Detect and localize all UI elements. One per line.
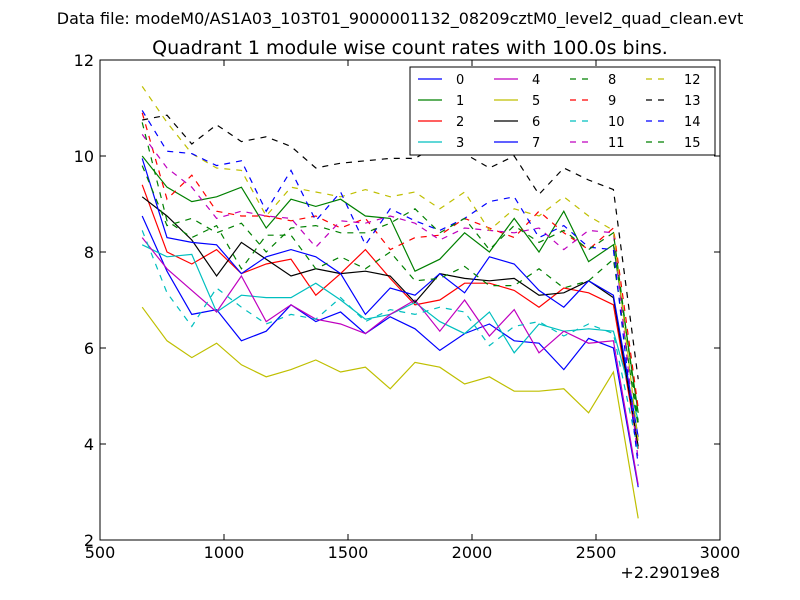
y-tick-label: 2 — [84, 531, 94, 550]
x-tick-label: 1500 — [328, 543, 369, 562]
legend-label-9: 9 — [608, 94, 616, 109]
y-tick-label: 10 — [74, 147, 94, 166]
y-tick-label: 4 — [84, 435, 94, 454]
x-tick-label: 2000 — [452, 543, 493, 562]
series-line-11 — [141, 134, 639, 461]
legend-label-14: 14 — [684, 115, 701, 130]
series-line-5 — [141, 306, 639, 519]
y-tick-label: 12 — [74, 51, 94, 70]
legend-box — [409, 66, 716, 156]
x-tick-label: 1000 — [204, 543, 245, 562]
legend-label-6: 6 — [532, 115, 540, 130]
x-offset-label: +2.29019e8 — [620, 563, 720, 582]
series-line-4 — [141, 237, 639, 485]
series-line-9 — [141, 112, 639, 409]
chart-suptitle: Data file: modeM0/AS1A03_103T01_90000011… — [57, 9, 743, 29]
y-tick-label: 6 — [84, 339, 94, 358]
chart-title: Quadrant 1 module wise count rates with … — [152, 37, 668, 59]
x-tick-label: 3000 — [700, 543, 741, 562]
legend-label-13: 13 — [684, 94, 701, 109]
legend-label-3: 3 — [456, 136, 464, 151]
legend-label-12: 12 — [684, 73, 701, 88]
series-line-10 — [141, 230, 639, 452]
series-layer — [141, 86, 639, 519]
series-line-14 — [141, 110, 639, 466]
legend-label-11: 11 — [608, 136, 625, 151]
legend-label-1: 1 — [456, 94, 464, 109]
legend-label-4: 4 — [532, 73, 540, 88]
x-axis: 500 1000 1500 2000 2500 3000 — [85, 60, 741, 562]
legend-label-5: 5 — [532, 94, 540, 109]
x-tick-label: 500 — [85, 543, 116, 562]
series-line-6 — [141, 196, 639, 447]
series-line-3 — [141, 244, 639, 421]
series-line-15 — [141, 165, 639, 423]
series-line-1 — [141, 155, 639, 413]
series-line-2 — [141, 184, 639, 449]
series-line-7 — [141, 158, 639, 437]
legend-label-2: 2 — [456, 115, 464, 130]
legend-label-7: 7 — [532, 136, 540, 151]
series-line-0 — [141, 215, 639, 488]
series-line-12 — [141, 86, 639, 442]
legend-label-15: 15 — [684, 136, 701, 151]
legend-label-0: 0 — [456, 73, 464, 88]
y-tick-label: 8 — [84, 243, 94, 262]
legend-label-8: 8 — [608, 73, 616, 88]
legend-label-10: 10 — [608, 115, 625, 130]
plot-frame — [99, 59, 721, 541]
x-tick-label: 2500 — [576, 543, 617, 562]
